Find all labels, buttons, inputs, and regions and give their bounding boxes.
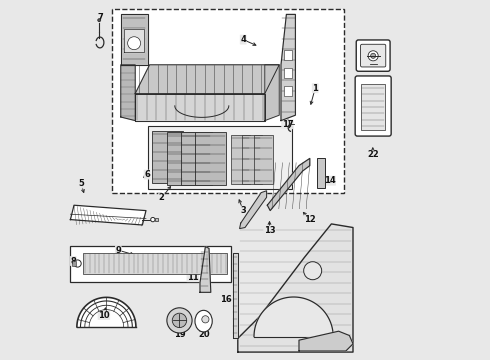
Text: 3: 3 bbox=[240, 206, 246, 215]
Bar bbox=[231, 135, 250, 184]
Bar bbox=[196, 132, 226, 185]
Bar bbox=[112, 9, 344, 193]
Polygon shape bbox=[77, 297, 136, 327]
Text: 10: 10 bbox=[98, 310, 110, 320]
Polygon shape bbox=[268, 158, 310, 211]
Circle shape bbox=[127, 37, 141, 50]
Text: 1: 1 bbox=[312, 84, 318, 93]
Bar bbox=[72, 261, 76, 266]
Circle shape bbox=[172, 313, 187, 328]
Polygon shape bbox=[135, 65, 279, 94]
Bar bbox=[83, 253, 227, 274]
Bar bbox=[181, 132, 212, 185]
FancyBboxPatch shape bbox=[356, 40, 390, 71]
Bar bbox=[284, 68, 292, 78]
Bar bbox=[167, 132, 197, 185]
Text: 11: 11 bbox=[187, 273, 198, 282]
Circle shape bbox=[370, 53, 376, 58]
Bar bbox=[284, 86, 292, 96]
Bar bbox=[152, 131, 183, 183]
Circle shape bbox=[304, 262, 321, 280]
Bar bbox=[317, 158, 325, 188]
Circle shape bbox=[368, 51, 378, 61]
FancyBboxPatch shape bbox=[361, 44, 386, 67]
Bar bbox=[71, 246, 231, 282]
Polygon shape bbox=[265, 65, 279, 121]
Text: 13: 13 bbox=[264, 226, 275, 235]
Polygon shape bbox=[240, 191, 267, 229]
Circle shape bbox=[98, 19, 100, 22]
Text: 5: 5 bbox=[78, 179, 84, 188]
Text: 8: 8 bbox=[71, 256, 76, 265]
Ellipse shape bbox=[195, 310, 212, 332]
Text: 2: 2 bbox=[159, 194, 165, 202]
Polygon shape bbox=[135, 94, 265, 121]
Text: 12: 12 bbox=[304, 215, 316, 224]
Text: 7: 7 bbox=[98, 13, 103, 22]
Bar bbox=[242, 135, 262, 184]
Text: 16: 16 bbox=[220, 295, 232, 304]
Text: 20: 20 bbox=[199, 330, 211, 338]
Polygon shape bbox=[121, 14, 148, 65]
Bar bbox=[155, 218, 158, 221]
Text: 17: 17 bbox=[282, 120, 294, 129]
Text: 14: 14 bbox=[324, 176, 336, 185]
Polygon shape bbox=[71, 205, 146, 225]
Circle shape bbox=[151, 217, 155, 222]
Polygon shape bbox=[281, 14, 295, 121]
Bar bbox=[254, 135, 273, 184]
Polygon shape bbox=[200, 247, 211, 292]
FancyBboxPatch shape bbox=[355, 76, 391, 136]
Text: 9: 9 bbox=[116, 246, 121, 255]
Polygon shape bbox=[124, 29, 144, 52]
Polygon shape bbox=[254, 297, 333, 337]
Text: 15: 15 bbox=[292, 303, 303, 312]
Text: 22: 22 bbox=[367, 150, 379, 159]
Bar bbox=[148, 126, 292, 189]
Circle shape bbox=[167, 308, 192, 333]
Polygon shape bbox=[238, 224, 353, 352]
Circle shape bbox=[74, 260, 81, 267]
Text: 21: 21 bbox=[367, 89, 379, 98]
Text: 4: 4 bbox=[240, 35, 246, 44]
Circle shape bbox=[202, 316, 209, 323]
Text: 6: 6 bbox=[144, 170, 150, 179]
Polygon shape bbox=[121, 65, 135, 121]
Bar bbox=[361, 84, 386, 130]
Text: 19: 19 bbox=[173, 330, 185, 338]
Polygon shape bbox=[299, 331, 353, 351]
Bar bbox=[284, 50, 292, 60]
Text: 18: 18 bbox=[324, 338, 336, 347]
Polygon shape bbox=[233, 253, 238, 338]
